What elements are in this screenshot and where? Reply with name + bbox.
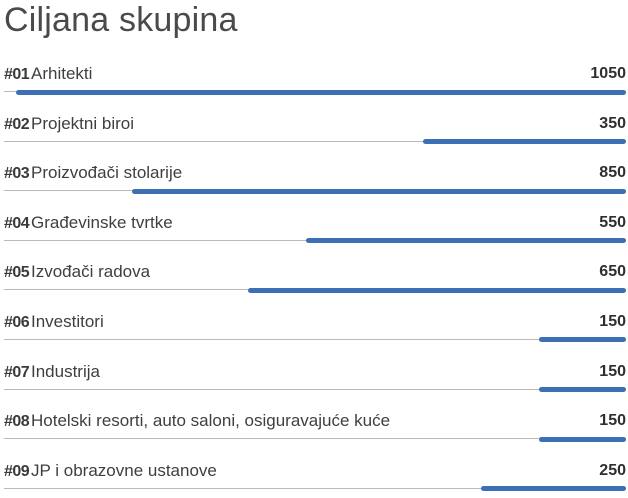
bar xyxy=(539,387,626,393)
bar xyxy=(539,337,626,343)
value-label: 350 xyxy=(599,114,626,132)
category-number: #07 xyxy=(4,363,30,381)
bar-row: #09 JP i obrazovne ustanove 250 xyxy=(4,449,626,498)
category-number: #05 xyxy=(4,264,30,282)
value-label: 1050 xyxy=(590,65,626,82)
category-label: Proizvođači stolarije xyxy=(31,163,183,183)
bar xyxy=(16,89,626,95)
bar xyxy=(423,139,626,145)
value-label: 250 xyxy=(599,461,626,479)
bar-row: #02 Projektni biroi 350 xyxy=(4,102,626,152)
chart-title: Ciljana skupina xyxy=(4,1,238,39)
category-number: #09 xyxy=(4,462,30,480)
value-label: 850 xyxy=(599,164,626,182)
value-label: 150 xyxy=(599,362,626,380)
bar xyxy=(539,436,626,442)
bar-row: #08 Hotelski resorti, auto saloni, osigur… xyxy=(4,399,626,449)
bar-row: #01 Arhitekti 1050 xyxy=(4,52,626,102)
category-label: Građevinske tvrtke xyxy=(31,212,173,232)
bar xyxy=(132,188,626,194)
bar-track xyxy=(4,140,626,142)
category-number: #01 xyxy=(4,66,30,83)
value-label: 150 xyxy=(599,412,626,430)
category-label: JP i obrazovne ustanove xyxy=(31,460,217,480)
bar-row: #03 Proizvođači stolarije 850 xyxy=(4,151,626,201)
category-label: Industrija xyxy=(31,361,100,381)
bar xyxy=(306,238,626,244)
bar-row: #04 Građevinske tvrtke 550 xyxy=(4,201,626,251)
bar xyxy=(481,486,626,492)
value-label: 550 xyxy=(599,213,626,231)
category-number: #03 xyxy=(4,165,30,183)
bar-track xyxy=(4,438,626,440)
category-label: Izvođači radova xyxy=(31,262,151,282)
bar-row: #07 Industrija 150 xyxy=(4,350,626,400)
value-label: 150 xyxy=(599,312,626,330)
bar-track xyxy=(4,487,626,489)
category-number: #06 xyxy=(4,313,30,331)
value-label: 650 xyxy=(599,263,626,281)
bar-track xyxy=(4,338,626,340)
bar-rows: #01 Arhitekti 1050 #02 Projektni biroi 350 #03… xyxy=(4,52,626,498)
category-label: Projektni biroi xyxy=(31,113,134,133)
bar-row: #05 Izvođači radova 650 xyxy=(4,250,626,300)
bar-row: #06 Investitori 150 xyxy=(4,300,626,350)
category-label: Investitori xyxy=(31,311,104,331)
bar-track xyxy=(4,388,626,390)
category-number: #02 xyxy=(4,115,30,133)
bar xyxy=(248,287,626,293)
category-label: Arhitekti xyxy=(31,64,93,83)
category-number: #04 xyxy=(4,214,30,232)
category-number: #08 xyxy=(4,413,30,431)
category-label: Hotelski resorti, auto saloni, osigurava… xyxy=(31,411,391,431)
